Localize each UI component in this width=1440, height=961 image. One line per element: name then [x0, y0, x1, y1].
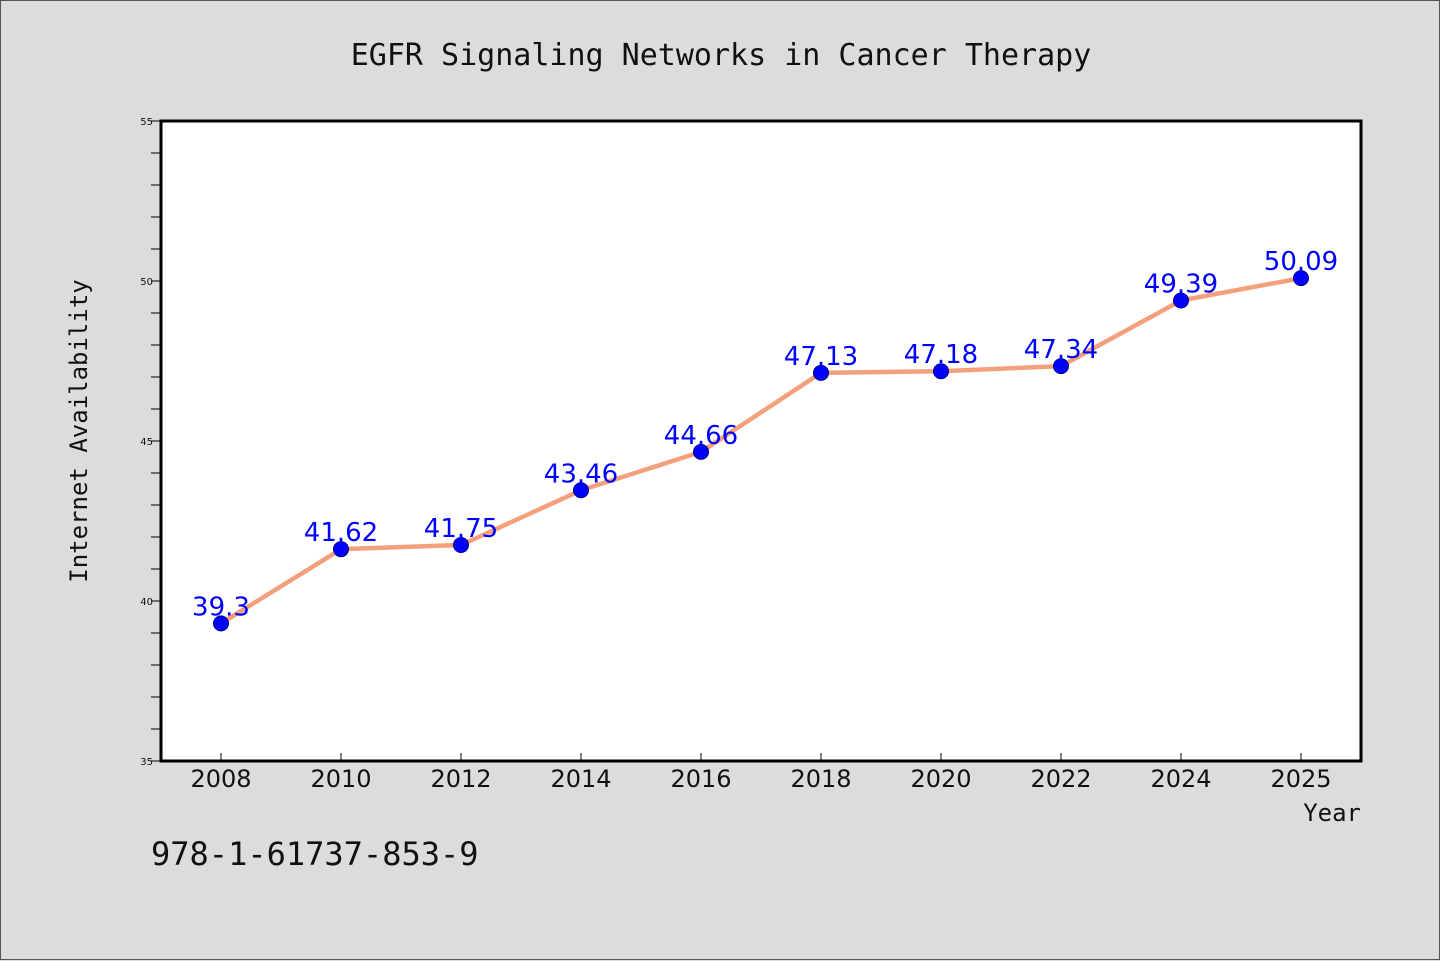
isbn-annotation: 978-1-61737-853-9: [151, 835, 479, 873]
series-line: [218, 275, 1304, 626]
x-axis-title: Year: [1303, 799, 1361, 827]
x-tick-label: 2008: [190, 765, 251, 793]
y-axis: 35 40 45 50 55: [140, 117, 161, 768]
data-point: [933, 363, 949, 380]
plot-area: [159, 119, 1363, 763]
data-point: [1053, 358, 1069, 375]
y-tick-label: 40: [140, 597, 153, 608]
y-tick-label: 45: [140, 437, 153, 448]
x-axis: 2008 2010 2012 2014 2016 2018 2020 2022 2024 2025: [190, 753, 1332, 793]
y-tick-label: 35: [140, 757, 153, 768]
data-point: [693, 443, 709, 460]
x-tick-label: 2018: [790, 765, 851, 793]
data-point: [453, 537, 469, 553]
x-tick-label: 2022: [1030, 765, 1091, 793]
x-tick-label: 2025: [1270, 765, 1331, 793]
data-point: [1293, 270, 1309, 287]
data-point: [573, 482, 589, 499]
x-tick-label: 2016: [670, 765, 731, 793]
data-point: [1173, 292, 1189, 309]
x-tick-label: 2014: [550, 765, 611, 793]
y-axis-title: Internet Availability: [65, 279, 93, 582]
x-tick-label: 2020: [910, 765, 971, 793]
x-tick-label: 2010: [310, 765, 371, 793]
data-point: [333, 541, 349, 558]
y-tick-label: 50: [140, 277, 153, 288]
y-tick-label: 55: [140, 117, 153, 128]
data-point: [213, 615, 229, 632]
chart-title: EGFR Signaling Networks in Cancer Therap…: [351, 38, 1092, 73]
x-tick-label: 2024: [1150, 765, 1211, 793]
data-point: [813, 364, 829, 381]
x-tick-label: 2012: [430, 765, 491, 793]
